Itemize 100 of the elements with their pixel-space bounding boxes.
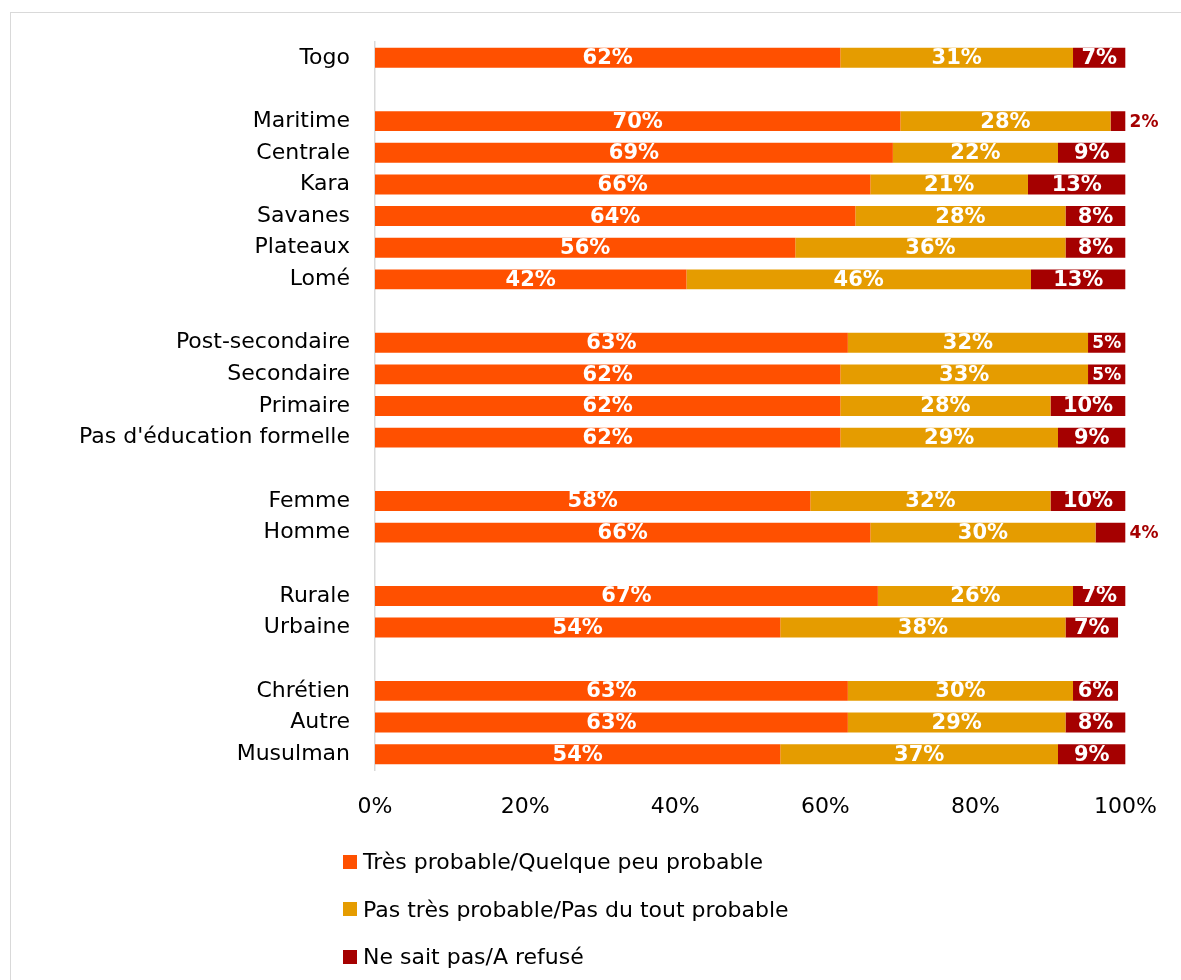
data-label: 29% bbox=[931, 709, 982, 734]
data-label: 30% bbox=[935, 678, 986, 703]
data-label: 31% bbox=[931, 45, 982, 70]
data-label: 63% bbox=[586, 678, 637, 703]
bar bbox=[870, 522, 1096, 543]
data-label: 32% bbox=[942, 330, 994, 355]
bar bbox=[375, 269, 687, 290]
bar bbox=[375, 490, 811, 511]
bar bbox=[840, 427, 1058, 448]
y-tick-label: Plateaux bbox=[254, 233, 350, 259]
y-tick-label: Kara bbox=[299, 170, 350, 196]
y-tick-label: Togo bbox=[298, 43, 350, 69]
bar bbox=[1095, 522, 1126, 543]
y-tick-label: Femme bbox=[268, 486, 350, 512]
data-label: 7% bbox=[1073, 615, 1110, 640]
data-label: 8% bbox=[1077, 203, 1114, 228]
bar bbox=[375, 111, 901, 132]
data-label: 13% bbox=[1053, 266, 1104, 291]
data-label: 69% bbox=[608, 140, 660, 165]
x-tick-label: 100% bbox=[1094, 792, 1158, 818]
bar bbox=[780, 744, 1058, 765]
data-label: 22% bbox=[950, 140, 1001, 165]
data-label: 36% bbox=[905, 235, 956, 260]
data-label: 32% bbox=[905, 488, 956, 513]
bar bbox=[840, 47, 1074, 68]
bar bbox=[847, 680, 1074, 701]
data-label: 33% bbox=[939, 361, 990, 386]
bar bbox=[840, 364, 1089, 385]
data-label: 46% bbox=[833, 266, 884, 291]
data-label: 63% bbox=[586, 709, 637, 734]
bar bbox=[375, 712, 848, 733]
bar bbox=[375, 396, 841, 416]
data-label: 28% bbox=[935, 203, 986, 228]
data-label: 2% bbox=[1129, 110, 1159, 131]
y-tick-label: Savanes bbox=[257, 201, 350, 227]
y-tick-label: Chrétien bbox=[256, 676, 350, 702]
bar bbox=[375, 427, 841, 448]
bar bbox=[375, 142, 893, 163]
legend-label: Ne sait pas/A refusé bbox=[363, 944, 584, 970]
data-label: 62% bbox=[582, 425, 633, 450]
x-tick-label: 20% bbox=[500, 792, 550, 818]
data-label: 8% bbox=[1077, 709, 1114, 734]
y-tick-label: Secondaire bbox=[227, 360, 350, 386]
data-label: 13% bbox=[1051, 171, 1102, 196]
data-label: 7% bbox=[1081, 583, 1118, 608]
x-tick-label: 40% bbox=[650, 792, 700, 818]
bar bbox=[780, 617, 1066, 638]
legend-label: Très probable/Quelque peu probable bbox=[363, 849, 764, 875]
data-label: 21% bbox=[924, 171, 975, 196]
data-label: 58% bbox=[567, 488, 618, 513]
bar bbox=[375, 617, 781, 638]
x-tick-label: 60% bbox=[800, 792, 850, 818]
data-label: 28% bbox=[920, 393, 971, 418]
bar bbox=[375, 47, 841, 68]
data-label: 64% bbox=[590, 203, 641, 228]
data-label: 5% bbox=[1092, 332, 1122, 353]
y-tick-label: Centrale bbox=[256, 138, 350, 164]
data-label: 29% bbox=[924, 425, 975, 450]
data-label: 62% bbox=[582, 393, 633, 418]
bar bbox=[810, 490, 1051, 511]
y-tick-label: Pas d'éducation formelle bbox=[79, 423, 350, 449]
y-tick-label: Rurale bbox=[279, 581, 350, 607]
data-label: 6% bbox=[1077, 678, 1114, 703]
y-tick-label: Autre bbox=[290, 708, 350, 734]
bar bbox=[375, 206, 856, 227]
data-label: 8% bbox=[1077, 235, 1114, 260]
bar bbox=[375, 522, 871, 543]
y-tick-label: Urbaine bbox=[263, 613, 350, 639]
data-label: 9% bbox=[1073, 140, 1110, 165]
data-label: 37% bbox=[894, 741, 945, 766]
data-label: 54% bbox=[552, 741, 603, 766]
bar bbox=[375, 680, 848, 701]
data-label: 28% bbox=[980, 108, 1031, 133]
data-label: 42% bbox=[505, 266, 556, 291]
bar bbox=[375, 174, 871, 195]
y-tick-label: Post-secondaire bbox=[175, 328, 350, 354]
bar bbox=[1110, 111, 1126, 132]
data-label: 30% bbox=[957, 520, 1009, 545]
data-label: 63% bbox=[586, 330, 637, 355]
data-label: 62% bbox=[582, 45, 633, 70]
bar bbox=[795, 237, 1066, 258]
bar bbox=[375, 585, 878, 606]
legend-label: Pas très probable/Pas du tout probable bbox=[363, 896, 789, 922]
data-label: 5% bbox=[1092, 363, 1122, 384]
y-tick-label: Homme bbox=[263, 518, 350, 544]
data-label: 7% bbox=[1081, 45, 1118, 70]
bar bbox=[375, 744, 781, 765]
bar bbox=[375, 237, 796, 258]
x-tick-label: 80% bbox=[950, 792, 1000, 818]
data-label: 26% bbox=[950, 583, 1001, 608]
bar bbox=[686, 269, 1031, 290]
data-label: 9% bbox=[1073, 425, 1110, 450]
data-label: 62% bbox=[582, 361, 633, 386]
data-label: 66% bbox=[597, 171, 648, 196]
data-label: 10% bbox=[1062, 488, 1114, 513]
y-tick-label: Maritime bbox=[252, 106, 350, 132]
data-label: 54% bbox=[552, 615, 603, 640]
data-label: 70% bbox=[612, 108, 663, 133]
x-tick-label: 0% bbox=[357, 792, 393, 818]
bar bbox=[847, 332, 1089, 353]
